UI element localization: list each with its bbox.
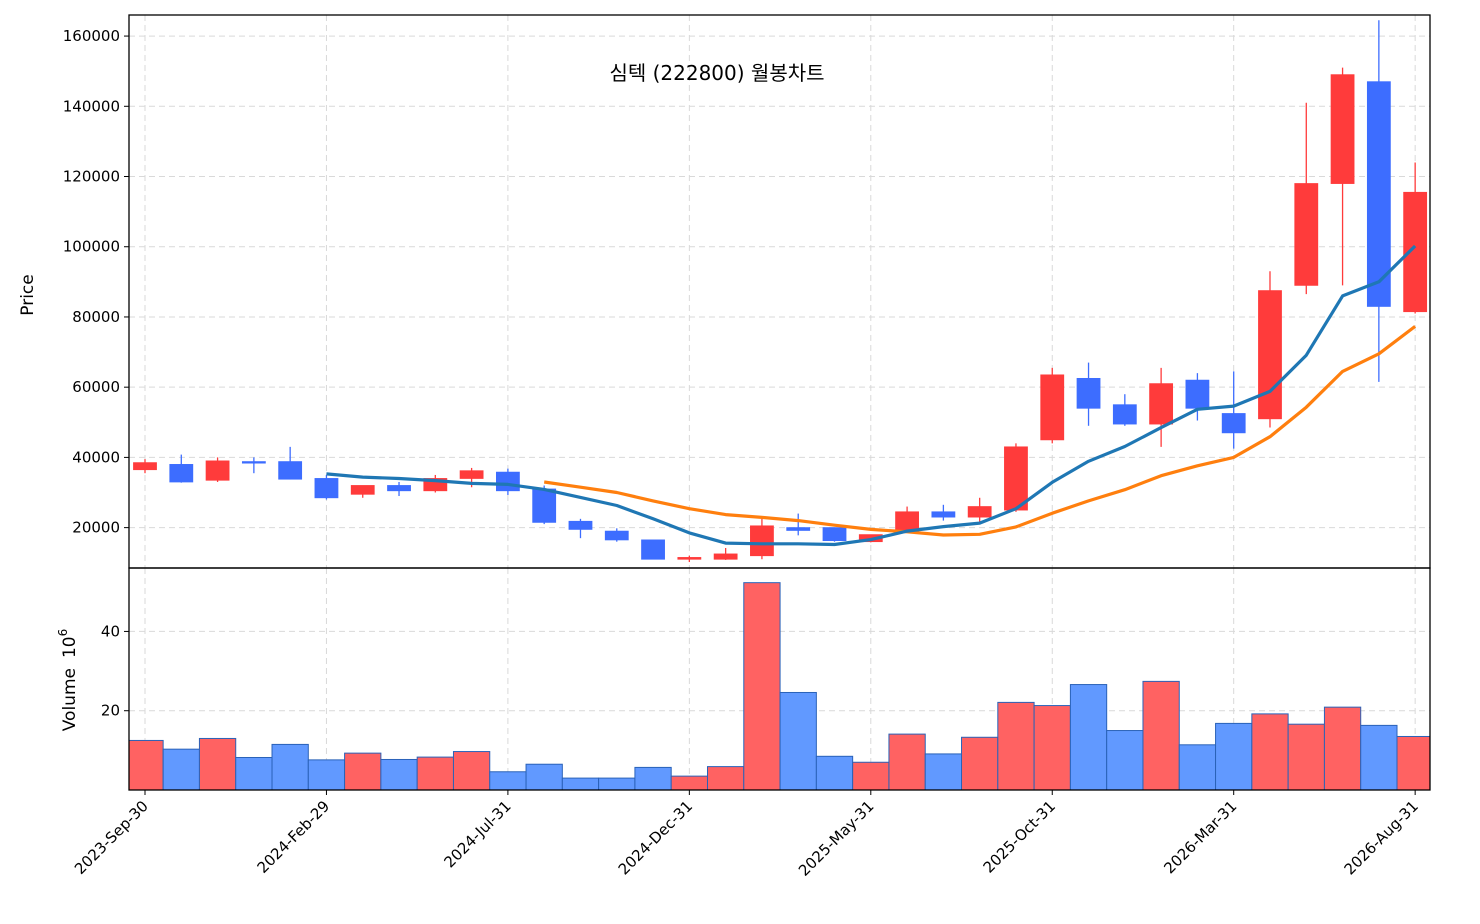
volume-bar bbox=[561, 777, 600, 791]
candle-body bbox=[350, 485, 375, 495]
candle-body bbox=[1294, 183, 1319, 286]
volume-unit-exp: 6 bbox=[56, 629, 70, 637]
candle-body bbox=[495, 471, 520, 492]
candle-body bbox=[895, 511, 919, 532]
y-tick-label: 20000 bbox=[72, 519, 120, 537]
candle-body bbox=[786, 527, 811, 531]
moving-averages bbox=[326, 244, 1417, 547]
candle-body bbox=[1185, 379, 1210, 409]
volume-bar bbox=[924, 753, 963, 791]
volume-bar bbox=[271, 743, 309, 791]
volume-bar bbox=[815, 755, 854, 791]
moving-average-line-short bbox=[326, 244, 1417, 547]
volume-bar bbox=[1178, 744, 1217, 791]
volume-bar bbox=[743, 582, 781, 791]
candle-body bbox=[568, 520, 593, 530]
volume-tick-label: 40 bbox=[101, 622, 120, 640]
candle-body bbox=[1403, 191, 1428, 313]
candle-body bbox=[169, 464, 194, 483]
candle-body bbox=[822, 527, 847, 542]
y-axis-label-price: Price bbox=[18, 274, 38, 315]
volume-bar bbox=[452, 751, 491, 791]
y-tick-label: 80000 bbox=[72, 308, 120, 326]
volume-label-text: Volume bbox=[60, 668, 80, 731]
y-tick-label: 140000 bbox=[63, 97, 120, 115]
volume-bar bbox=[128, 739, 164, 791]
volume-bar bbox=[198, 737, 237, 791]
volume-bar bbox=[1396, 735, 1431, 791]
volume-bar bbox=[1069, 684, 1108, 791]
candle-body bbox=[314, 478, 339, 499]
volume-bar bbox=[1033, 705, 1071, 791]
candle-body bbox=[133, 462, 157, 471]
moving-average-line-long bbox=[543, 325, 1417, 537]
y-tick-label: 100000 bbox=[63, 238, 120, 256]
y-tick-label: 120000 bbox=[63, 168, 120, 186]
y-tick-label: 160000 bbox=[63, 27, 120, 45]
volume-bar bbox=[634, 766, 672, 791]
volume-panel-frame bbox=[128, 567, 1431, 791]
volume-bar bbox=[1360, 724, 1398, 791]
volume-bar bbox=[1106, 730, 1144, 791]
candle-body bbox=[677, 557, 702, 560]
candle-body bbox=[1112, 404, 1137, 425]
volume-bar bbox=[344, 752, 382, 791]
candle-body bbox=[1258, 290, 1282, 420]
volume-bar bbox=[525, 763, 563, 791]
volume-bar bbox=[1215, 722, 1253, 791]
candle-body bbox=[1149, 383, 1174, 425]
volume-bar bbox=[706, 766, 745, 791]
y-tick-label: 40000 bbox=[72, 448, 120, 466]
candle-body bbox=[241, 461, 266, 464]
volume-bar bbox=[1323, 706, 1362, 791]
candle-body bbox=[604, 530, 629, 541]
volume-bar bbox=[1287, 723, 1325, 791]
candle-body bbox=[1040, 374, 1065, 441]
volume-bar bbox=[380, 758, 418, 791]
volume-unit-base: 10 bbox=[60, 636, 80, 658]
candle-body bbox=[387, 485, 411, 492]
y-axis-label-volume: Volume 106 bbox=[56, 629, 80, 732]
candle-body bbox=[1221, 413, 1246, 434]
candle-body bbox=[1330, 74, 1355, 184]
volume-bar bbox=[162, 748, 200, 791]
volume-bar bbox=[888, 733, 926, 791]
candle-body bbox=[931, 511, 956, 518]
candle-body bbox=[967, 506, 992, 518]
candle-body bbox=[532, 488, 557, 523]
volume-bars bbox=[128, 582, 1431, 791]
y-tick-label: 60000 bbox=[72, 378, 120, 396]
candle-body bbox=[278, 461, 303, 480]
candle-body bbox=[641, 539, 665, 560]
candle-body bbox=[1366, 81, 1391, 307]
candle-body bbox=[205, 460, 230, 481]
volume-bar bbox=[1251, 713, 1289, 791]
volume-bar bbox=[852, 761, 890, 791]
volume-bar bbox=[307, 759, 346, 791]
volume-tick-label: 20 bbox=[101, 702, 120, 720]
volume-bar bbox=[961, 736, 999, 791]
candle-body bbox=[713, 553, 738, 560]
candle-body bbox=[1076, 377, 1101, 409]
candle-body bbox=[750, 525, 774, 557]
candle-body bbox=[1004, 446, 1028, 511]
chart-title: 심텍 (222800) 월봉차트 bbox=[609, 61, 824, 85]
candle-body bbox=[459, 470, 484, 479]
volume-bar bbox=[1142, 680, 1180, 791]
candles bbox=[133, 20, 1428, 563]
volume-bar bbox=[489, 771, 527, 791]
volume-bar bbox=[598, 777, 636, 791]
volume-bar bbox=[997, 701, 1035, 791]
volume-bar bbox=[235, 756, 273, 791]
volume-bar bbox=[416, 756, 454, 791]
volume-bar bbox=[670, 775, 708, 791]
volume-bar bbox=[779, 691, 817, 791]
